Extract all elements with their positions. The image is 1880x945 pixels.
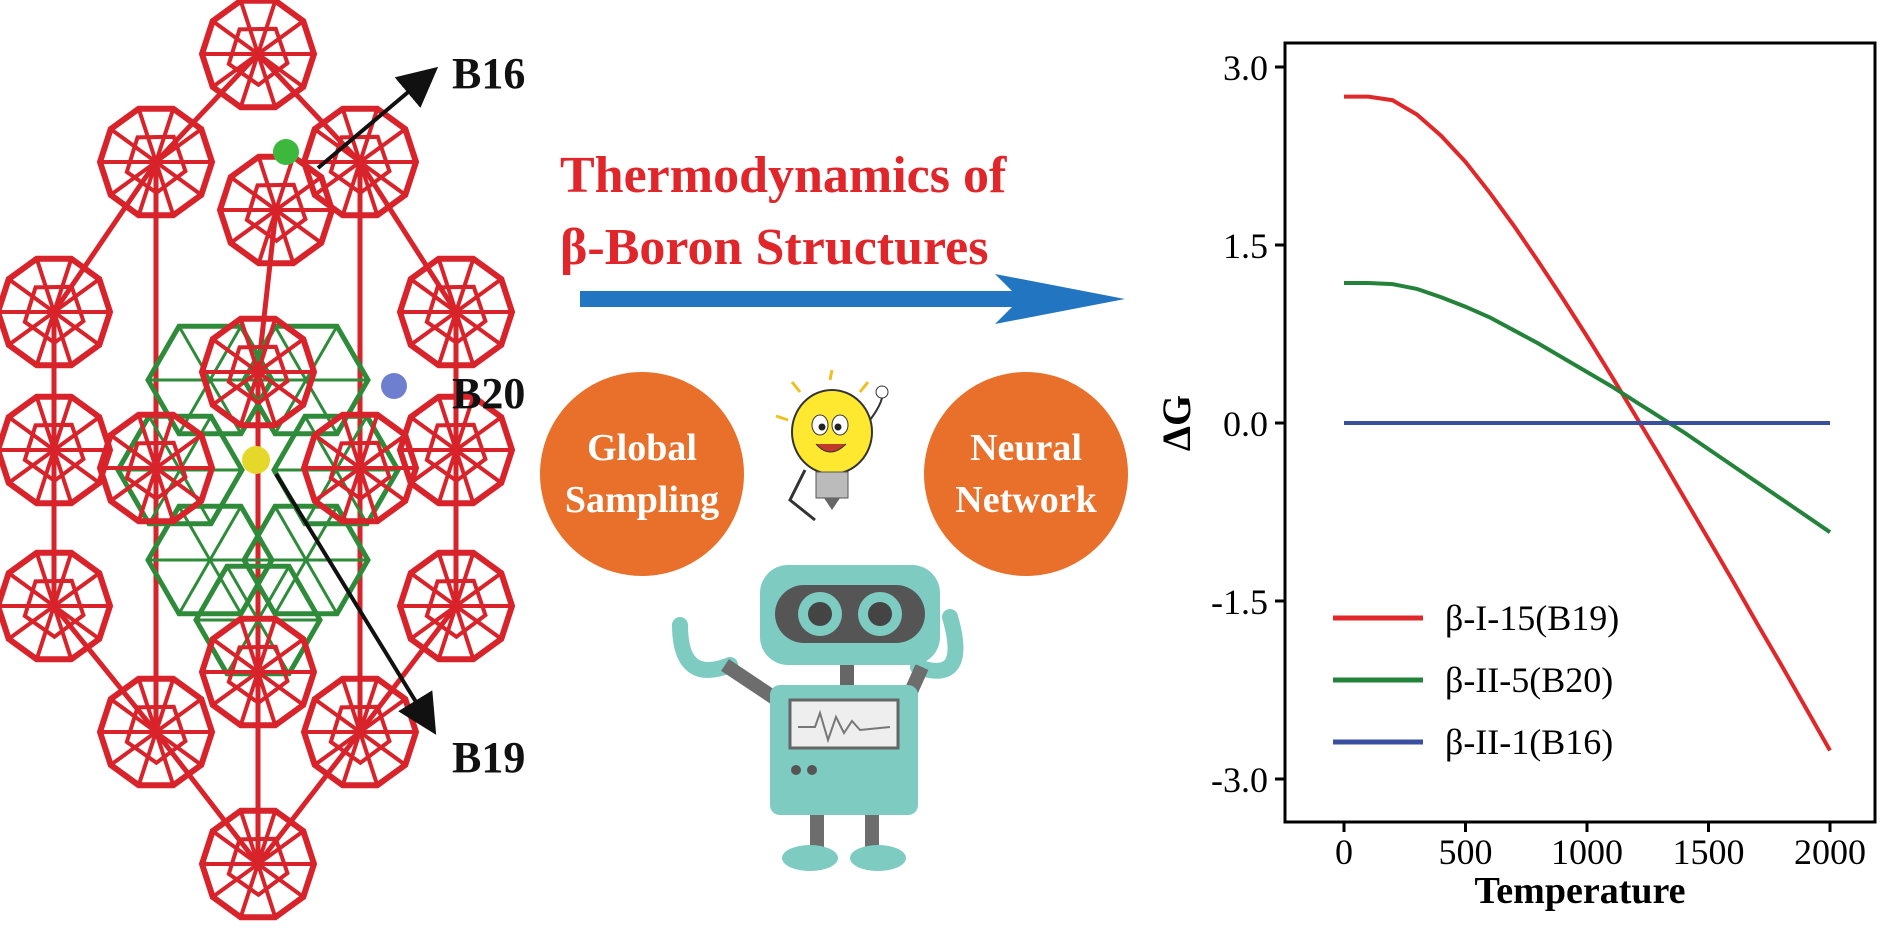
icosahedron-cage xyxy=(300,105,420,219)
icosahedron-cage xyxy=(0,255,114,369)
b20-atom xyxy=(381,373,407,399)
x-tick-label: 0 xyxy=(1335,832,1353,872)
x-tick-label: 1000 xyxy=(1551,832,1623,872)
bond xyxy=(52,604,158,734)
y-tick-label: -1.5 xyxy=(1211,582,1268,622)
icosahedron-cage xyxy=(96,105,216,219)
icosahedron-cage xyxy=(300,675,420,789)
icosahedron-cage xyxy=(396,255,516,369)
icosahedron-cage xyxy=(396,549,516,663)
icosahedron-cage xyxy=(0,549,114,663)
beta-boron-structure xyxy=(0,0,516,921)
title-line-1: Thermodynamics of xyxy=(560,147,1007,204)
global-sampling-line-1: Global xyxy=(587,427,697,469)
right-arrow-icon xyxy=(580,274,1125,324)
label-b16: B16 xyxy=(452,49,526,98)
legend-label: β-I-15(B19) xyxy=(1445,598,1619,638)
neural-network-line-2: Network xyxy=(955,479,1097,521)
title: Thermodynamics of β-Boron Structures xyxy=(560,140,1007,284)
x-tick-label: 2000 xyxy=(1794,832,1866,872)
x-tick-label: 500 xyxy=(1439,832,1493,872)
y-tick-label: 0.0 xyxy=(1223,404,1268,444)
label-b20: B20 xyxy=(452,369,526,418)
plot-frame xyxy=(1283,41,1877,824)
robot-icon xyxy=(672,565,964,871)
y-tick-label: 3.0 xyxy=(1223,48,1268,88)
icosahedron-cage xyxy=(198,615,318,729)
icosahedron-cage xyxy=(198,0,318,111)
series-line xyxy=(1344,94,1832,752)
legend-label: β-II-5(B20) xyxy=(1445,660,1613,700)
icosahedron-cage xyxy=(198,315,318,429)
y-tick-label: -3.0 xyxy=(1211,760,1268,800)
b16-pointer-arrow xyxy=(316,66,439,170)
x-axis-label: Temperature xyxy=(1474,870,1685,912)
series-line xyxy=(1344,280,1832,534)
y-axis-label: ΔG xyxy=(1154,395,1199,451)
lightbulb-icon xyxy=(775,370,889,522)
legend-label: β-II-1(B16) xyxy=(1445,722,1613,762)
b19-atom xyxy=(242,446,270,474)
icosahedron-cage xyxy=(300,411,420,525)
title-line-2: β-Boron Structures xyxy=(560,219,989,276)
icosahedron-cage xyxy=(216,153,336,267)
x-tick-label: 1500 xyxy=(1673,832,1745,872)
icosahedron-cage xyxy=(396,393,516,507)
y-tick-label: 1.5 xyxy=(1223,226,1268,266)
icosahedron-cage xyxy=(0,393,114,507)
b19-pointer-arrow xyxy=(274,472,437,735)
label-b19: B19 xyxy=(452,733,526,782)
icosahedron-cage xyxy=(198,807,318,921)
delta-g-chart: 3.0 1.5 0.0 -1.5 -3.0 0 500 1000 1500 2000 β-I-15… xyxy=(1154,41,1877,912)
neural-network-circle: Neural Network xyxy=(924,372,1128,576)
neural-network-line-1: Neural xyxy=(970,427,1082,469)
bond xyxy=(154,730,260,866)
icosahedron-cage xyxy=(96,675,216,789)
global-sampling-circle: Global Sampling xyxy=(540,372,744,576)
icosahedron-cage xyxy=(96,411,216,525)
global-sampling-line-2: Sampling xyxy=(564,479,720,521)
b16-atom xyxy=(273,139,299,165)
